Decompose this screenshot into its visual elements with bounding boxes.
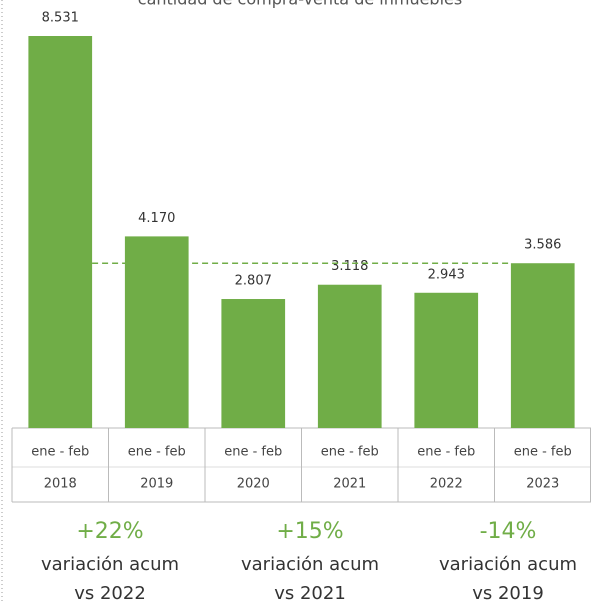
value-label: 2.807 — [235, 274, 272, 289]
bar — [124, 236, 189, 428]
change-vs: vs 2021 — [274, 583, 346, 603]
change-value: +15% — [276, 519, 343, 544]
bar — [28, 36, 93, 428]
x-tick-label: 2020 — [237, 477, 270, 492]
x-tick-label: ene - feb — [31, 445, 89, 460]
bar — [221, 299, 286, 428]
value-label: 2.943 — [428, 267, 465, 282]
x-tick-label: 2023 — [526, 477, 559, 492]
change-vs: vs 2022 — [74, 583, 146, 603]
x-tick-label: ene - feb — [128, 445, 186, 460]
bar — [510, 263, 575, 428]
x-tick-label: 2021 — [333, 477, 366, 492]
value-label: 8.531 — [42, 11, 79, 26]
x-tick-label: 2018 — [44, 477, 77, 492]
x-tick-label: ene - feb — [224, 445, 282, 460]
x-tick-label: ene - feb — [417, 445, 475, 460]
change-text: variación acum — [41, 554, 179, 575]
x-tick-label: 2019 — [140, 477, 173, 492]
bar — [414, 292, 479, 428]
change-value: -14% — [480, 519, 537, 544]
value-label: 4.170 — [138, 211, 175, 226]
x-tick-label: 2022 — [430, 477, 463, 492]
value-label: 3.586 — [524, 238, 561, 253]
change-text: variación acum — [439, 554, 577, 575]
value-label: 3.118 — [331, 259, 368, 274]
change-text: variación acum — [241, 554, 379, 575]
change-value: +22% — [76, 519, 143, 544]
bar — [317, 284, 382, 428]
change-vs: vs 2019 — [472, 583, 544, 603]
x-tick-label: ene - feb — [514, 445, 572, 460]
chart-title: cantidad de compra-venta de inmuebles — [138, 0, 462, 9]
x-tick-label: ene - feb — [321, 445, 379, 460]
